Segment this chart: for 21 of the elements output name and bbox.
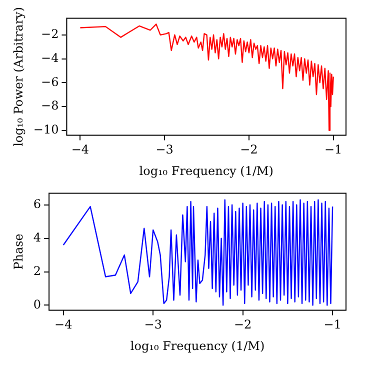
x-tick-label: −4 [71,142,90,157]
x-tick-label: −3 [156,142,174,157]
x-tick-label: −3 [144,318,162,332]
x-tick-label: −2 [240,142,258,157]
x-tick-label: −1 [324,318,342,332]
y-tick-label: 6 [33,197,42,212]
x-tick-label: −1 [324,142,342,157]
y-tick-label: −6 [41,74,59,89]
y-tick-label: 0 [33,297,42,312]
y-tick-label: −10 [33,122,59,137]
x-tick-label: −4 [54,318,73,332]
x-axis-title: log₁₀ Frequency (1/M) [130,338,265,353]
y-tick-label: −4 [41,50,60,65]
y-tick-label: 4 [33,230,42,244]
x-tick-label: −2 [234,318,252,332]
y-tick-label: 2 [33,264,42,278]
x-axis-title: log₁₀ Frequency (1/M) [139,164,274,178]
y-tick-label: −2 [41,27,59,42]
y-axis-title: Phase [11,234,26,270]
y-tick-label: −8 [41,98,59,113]
y-axis-title: log₁₀ Power (Arbitrary) [11,6,26,146]
